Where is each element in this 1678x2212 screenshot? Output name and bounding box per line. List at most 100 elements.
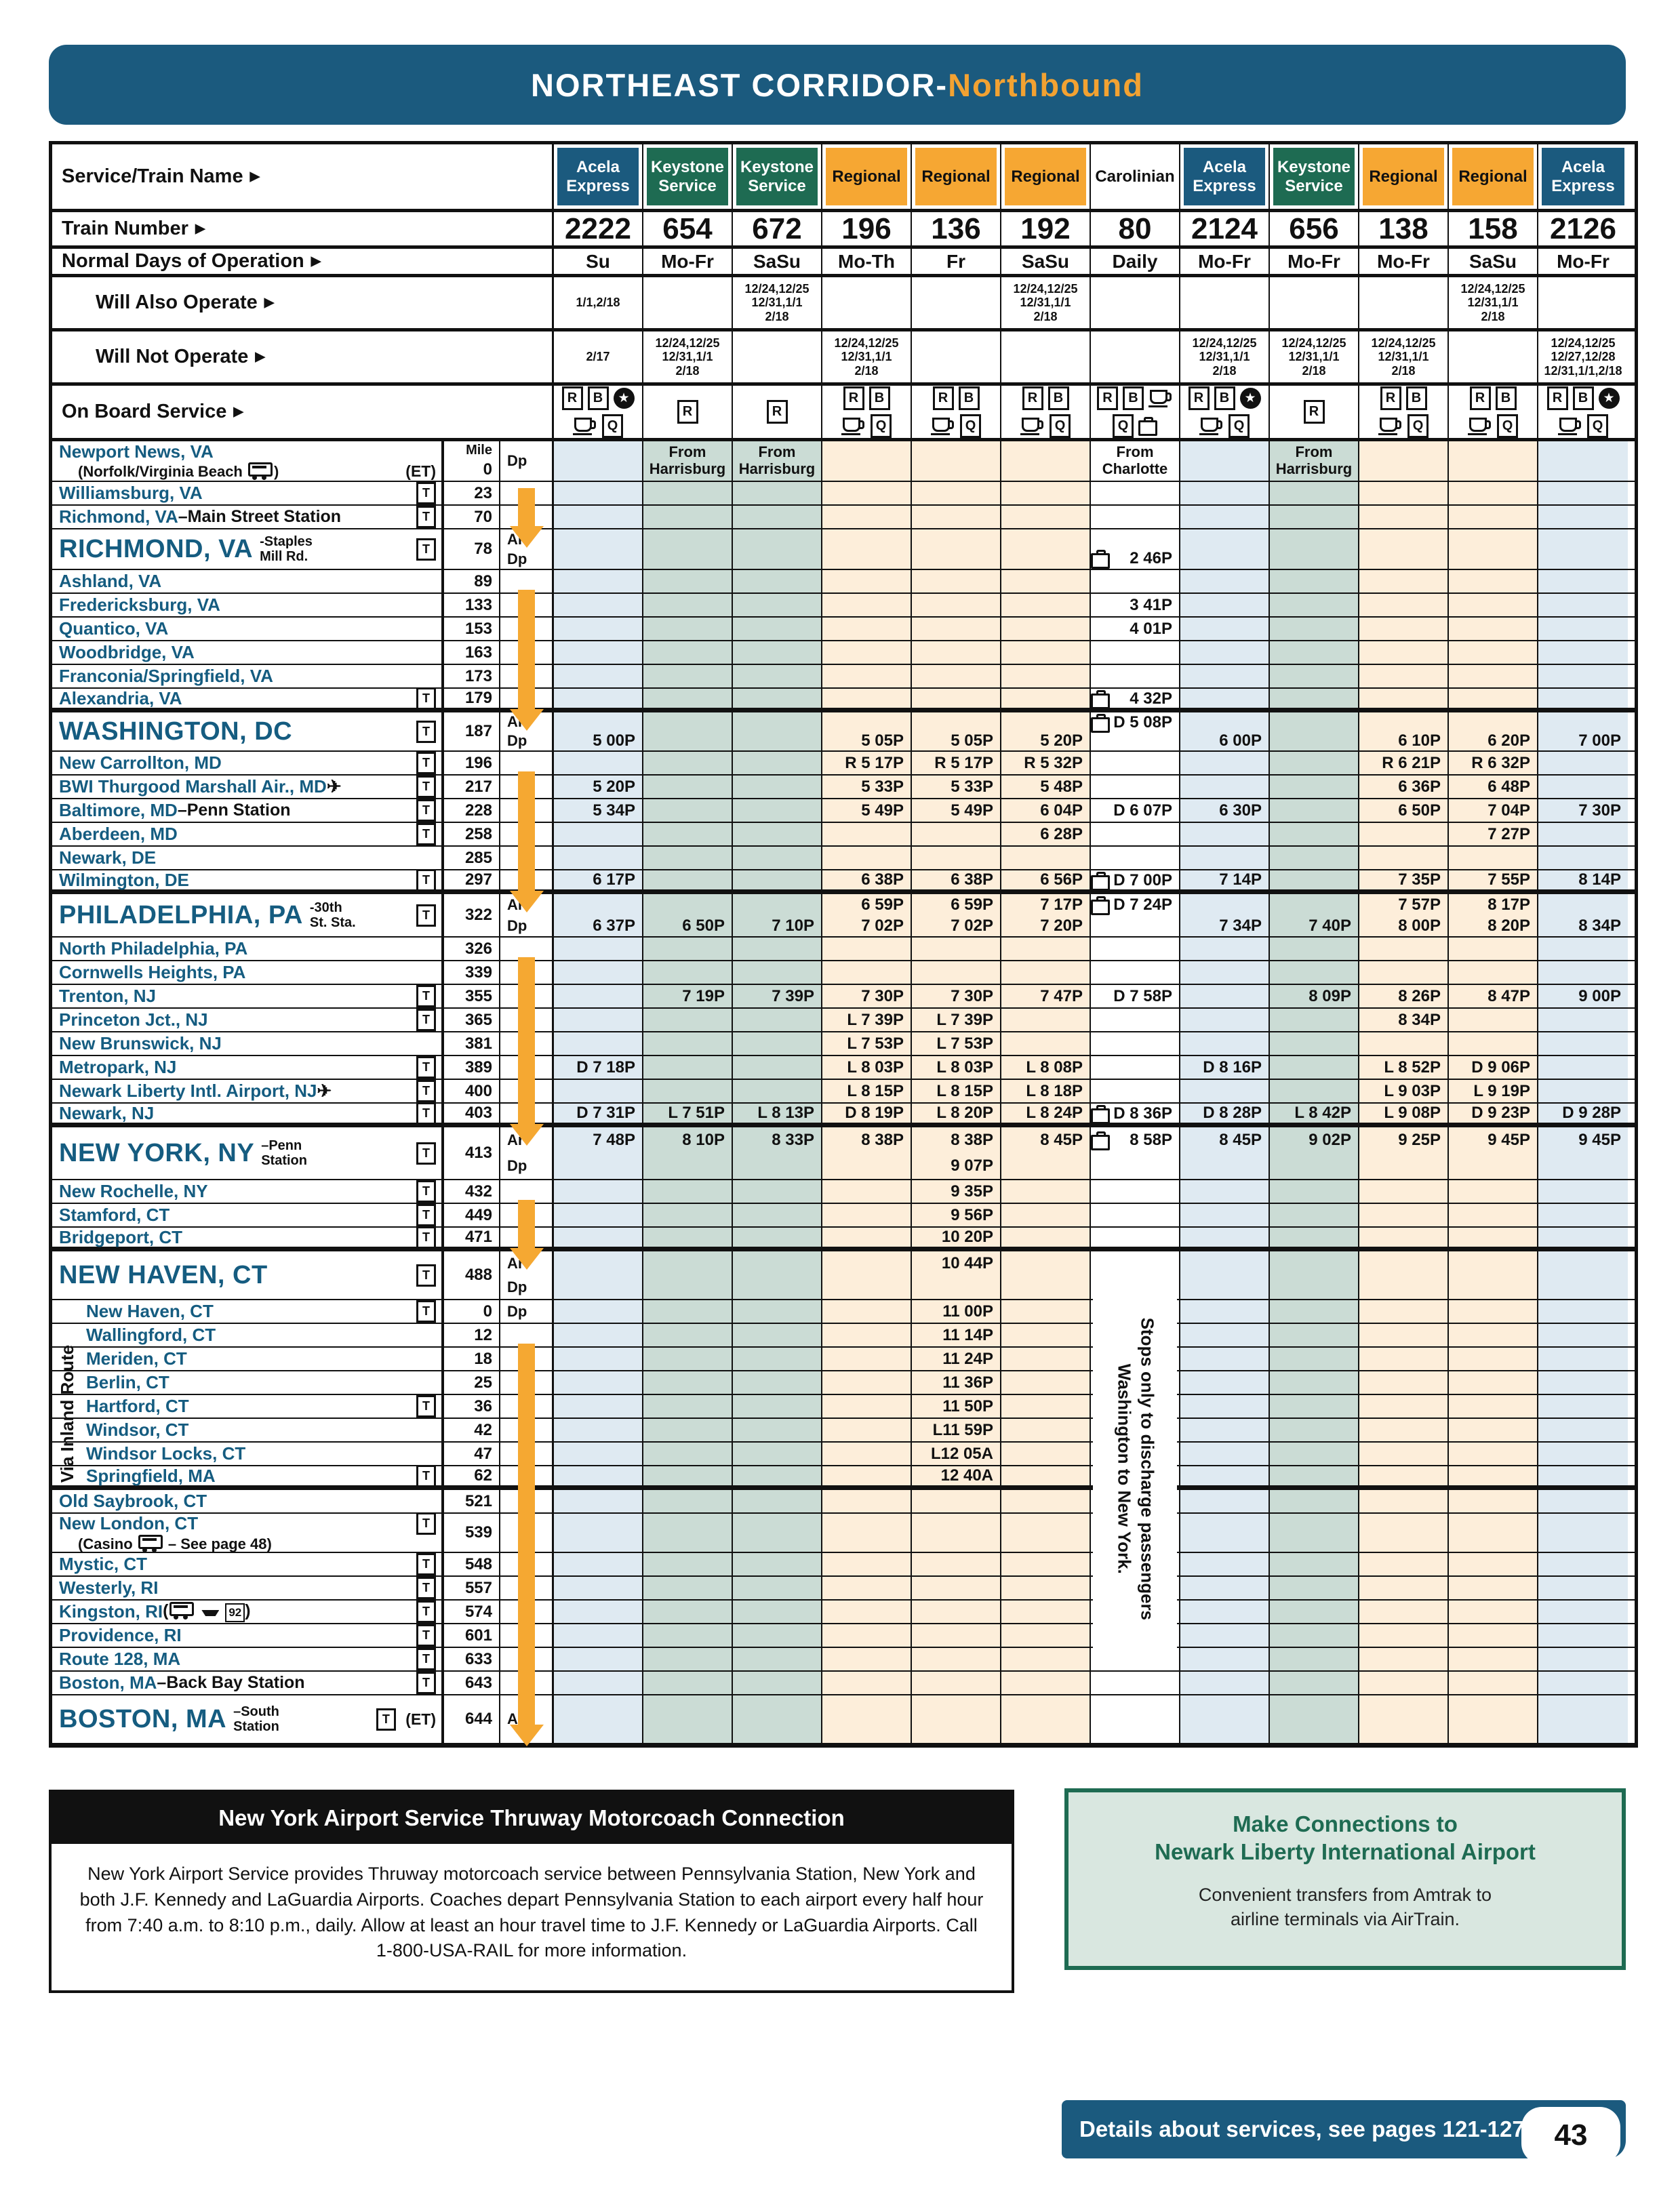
time-cell: [643, 752, 733, 774]
time-cell: [643, 1395, 733, 1417]
time-value: [733, 641, 821, 664]
time-value: [1538, 1553, 1628, 1575]
time-cell: [1359, 1419, 1449, 1441]
time-value: [554, 1348, 642, 1370]
milepost-value: 23: [474, 483, 492, 502]
time-cell: [822, 1601, 912, 1623]
page-number-badge: 43: [1521, 2107, 1620, 2164]
time-value: 6 59P: [951, 895, 993, 914]
time-value: [822, 529, 911, 549]
time-cell: 5 48P: [1001, 776, 1091, 798]
time-value: [912, 482, 1000, 504]
time-value: [1270, 938, 1358, 960]
arrive-depart-cell: [500, 482, 554, 504]
time-value: [822, 594, 911, 616]
time-value: 10 20P: [941, 1228, 993, 1246]
time-cell: [1001, 594, 1091, 616]
time-cell: [1001, 1348, 1091, 1370]
time-cell: D 6 07P: [1091, 799, 1180, 822]
time-value: [733, 776, 821, 798]
station-label-cell: WASHINGTON, DC T: [52, 712, 444, 750]
time-value: [554, 665, 642, 687]
route-flow-arrow: [509, 1200, 544, 1270]
time-cell: D 7 31P: [554, 1104, 643, 1123]
time-value: L 8 13P: [757, 1104, 814, 1122]
time-value: [643, 1395, 732, 1417]
table-row: Berlin, CT 25 11 36P: [52, 1371, 1635, 1395]
time-cell: [643, 1056, 733, 1079]
time-cell: [1001, 961, 1091, 984]
time-value: [1359, 1601, 1447, 1623]
time-value: [643, 1324, 732, 1346]
time-value: [1359, 1624, 1447, 1647]
station-label-cell: RICHMOND, VA -Staples Mill Rd. T: [52, 529, 444, 569]
time-value: [643, 1300, 732, 1323]
time-cell: [1449, 1490, 1538, 1512]
time-cell: [1001, 1009, 1091, 1031]
time-value: [1091, 482, 1179, 504]
time-value: [1538, 506, 1628, 528]
time-value: 6 38P: [861, 870, 904, 889]
arrive-depart-cell: [500, 1032, 554, 1055]
station-sub-label: -Staples Mill Rd.: [260, 534, 313, 564]
time-value: [733, 938, 821, 960]
service-name-cell: Regional: [1001, 144, 1091, 209]
station-name: Franconia/Springfield, VA: [59, 666, 273, 686]
station-name: PHILADELPHIA, PA: [59, 900, 303, 929]
time-cell: [554, 1466, 643, 1485]
time-value: [1538, 482, 1628, 504]
table-row: Princeton Jct., NJ T 365 L 7 39P L 7 39P 8 34…: [52, 1009, 1635, 1032]
time-cell: [643, 847, 733, 869]
station-label-cell: Old Saybrook, CT: [52, 1490, 444, 1512]
time-cell: 5 05P: [912, 712, 1001, 750]
checked-baggage-icon: [1091, 690, 1110, 709]
time-value: [912, 1672, 1000, 1694]
not-operate-dates: 12/24,12/25 12/27,12/28 12/31,1/1,2/18: [1544, 336, 1622, 378]
time-value: [912, 712, 1000, 731]
train-number: 2222: [565, 212, 631, 245]
days-value: Mo-Fr: [1557, 250, 1610, 272]
time-value: L 8 03P: [936, 1058, 993, 1077]
time-value: [1180, 894, 1269, 915]
time-value: 8 00P: [1398, 916, 1441, 935]
time-cell: [1538, 1672, 1628, 1694]
time-value: [1359, 1514, 1447, 1552]
milepost-value: 355: [464, 986, 492, 1005]
time-value: [822, 1348, 911, 1370]
time-cell: 11 50P: [912, 1395, 1001, 1417]
time-cell: [733, 594, 822, 616]
time-value: [554, 641, 642, 664]
station-name: Aberdeen, MD: [59, 824, 178, 844]
milepost-value: 217: [464, 777, 492, 796]
time-cell: [1001, 570, 1091, 592]
time-cell: [822, 1300, 912, 1323]
time-value: [554, 689, 642, 708]
discharge-only-note-text: Stops only to discharge passengers Washi…: [1114, 1317, 1157, 1620]
time-value: [1449, 1153, 1537, 1179]
time-value: 7 30P: [1578, 801, 1621, 820]
milepost-cell: 548: [444, 1553, 500, 1575]
time-cell: [1270, 1419, 1359, 1441]
time-value: [1359, 712, 1447, 731]
timetable: Service/Train Name ▶ Acela Express Keystone S…: [49, 141, 1638, 1748]
time-value: [1091, 961, 1179, 984]
time-value: [822, 1695, 911, 1743]
r-service-icon: R: [1546, 386, 1568, 410]
time-value: [1538, 1251, 1628, 1275]
time-cell: [1001, 1490, 1091, 1512]
r-service-icon: R: [1188, 386, 1210, 410]
time-value: [733, 1204, 821, 1226]
time-cell: [1538, 1056, 1628, 1079]
days-value: Su: [586, 250, 610, 272]
time-cell: [554, 641, 643, 664]
time-cell: [1449, 665, 1538, 687]
station-label-cell: New Brunswick, NJ: [52, 1032, 444, 1055]
time-value: [643, 641, 732, 664]
table-row: Wallingford, CT 12 11 14P: [52, 1324, 1635, 1348]
time-cell: [1359, 618, 1449, 640]
time-value: [1001, 1300, 1090, 1323]
time-value: [1091, 1251, 1179, 1275]
time-value: [643, 570, 732, 592]
time-value: [1001, 847, 1090, 869]
time-value: D 9 06P: [1471, 1058, 1530, 1077]
